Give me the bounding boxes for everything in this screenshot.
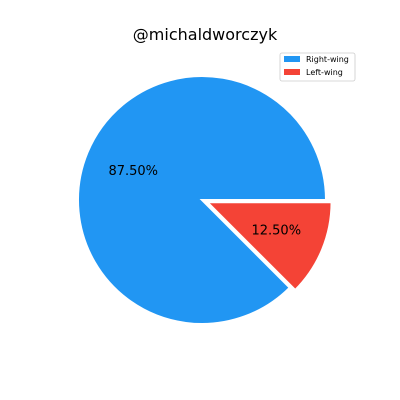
pie-slices — [77, 75, 333, 325]
pie-value-label-left-wing: 12.50% — [251, 223, 301, 238]
pie-slice-left-wing — [205, 201, 333, 292]
legend-swatch-left-wing — [284, 69, 300, 75]
legend-swatch-right-wing — [284, 56, 300, 62]
legend-label-left-wing: Left-wing — [306, 68, 343, 77]
legend: Right-wing Left-wing — [279, 52, 356, 82]
pie-slice-right-wing — [77, 75, 328, 325]
legend-label-right-wing: Right-wing — [306, 55, 349, 64]
pie-value-labels: 87.50% 12.50% — [108, 164, 301, 238]
chart-title: @michaldworczyk — [133, 25, 278, 44]
pie-value-label-right-wing: 87.50% — [108, 164, 158, 179]
